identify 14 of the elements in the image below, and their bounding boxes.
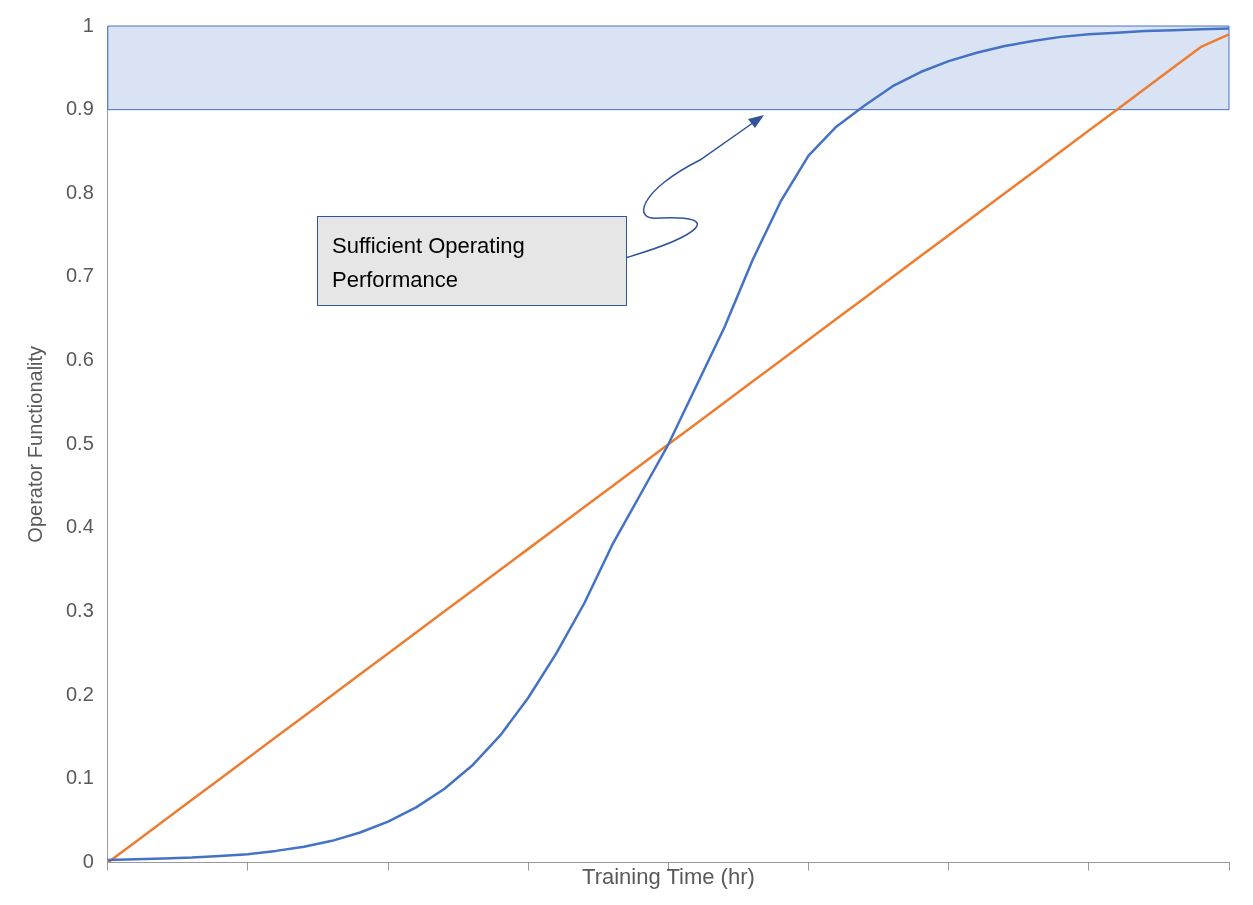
y-tick-label: 0.2 [65,682,94,705]
y-tick-label: 1 [82,13,94,36]
y-tick-label: 0.3 [65,599,94,622]
y-tick-label: 0.1 [65,766,94,789]
y-tick-label: 0.9 [65,97,94,120]
x-axis-title: Training Time (hr) [582,863,755,889]
y-axis-title: Operator Functionality [23,345,46,543]
y-tick-label: 0.5 [65,431,94,454]
y-tick-label: 0.6 [65,348,94,371]
y-tick-label: 0.4 [65,515,94,538]
y-tick-label: 0.7 [65,264,94,287]
y-tick-label: 0.8 [65,180,94,203]
callout-box: Sufficient Operating Performance [317,216,627,306]
y-tick-label: 0 [82,850,94,873]
